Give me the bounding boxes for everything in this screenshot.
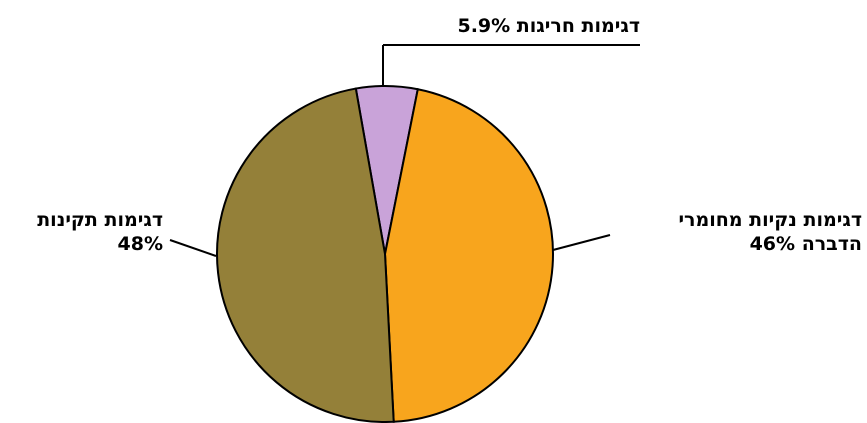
leader-line bbox=[170, 240, 216, 256]
slice-label: דגימות חריגות 5.9% bbox=[385, 14, 640, 38]
value-label: 46% bbox=[750, 233, 795, 255]
chart: דגימות חריגות 5.9% דגימות נקיות מחומרי ה… bbox=[0, 0, 867, 423]
leader-line bbox=[553, 235, 610, 250]
value-label: 5.9% bbox=[457, 15, 510, 37]
slice-label: דגימות נקיות מחומרי הדברה 46% bbox=[672, 208, 862, 256]
slice-label: דגימות תקינות 48% bbox=[35, 208, 163, 256]
category-label: דגימות חריגות bbox=[517, 15, 640, 37]
category-label: דגימות תקינות bbox=[37, 209, 163, 231]
pie-slice bbox=[385, 89, 553, 422]
value-label: 48% bbox=[118, 233, 163, 255]
